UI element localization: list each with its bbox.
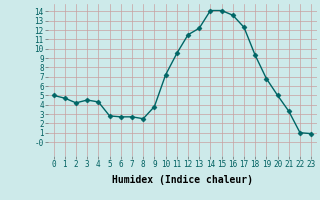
X-axis label: Humidex (Indice chaleur): Humidex (Indice chaleur) bbox=[112, 175, 253, 185]
